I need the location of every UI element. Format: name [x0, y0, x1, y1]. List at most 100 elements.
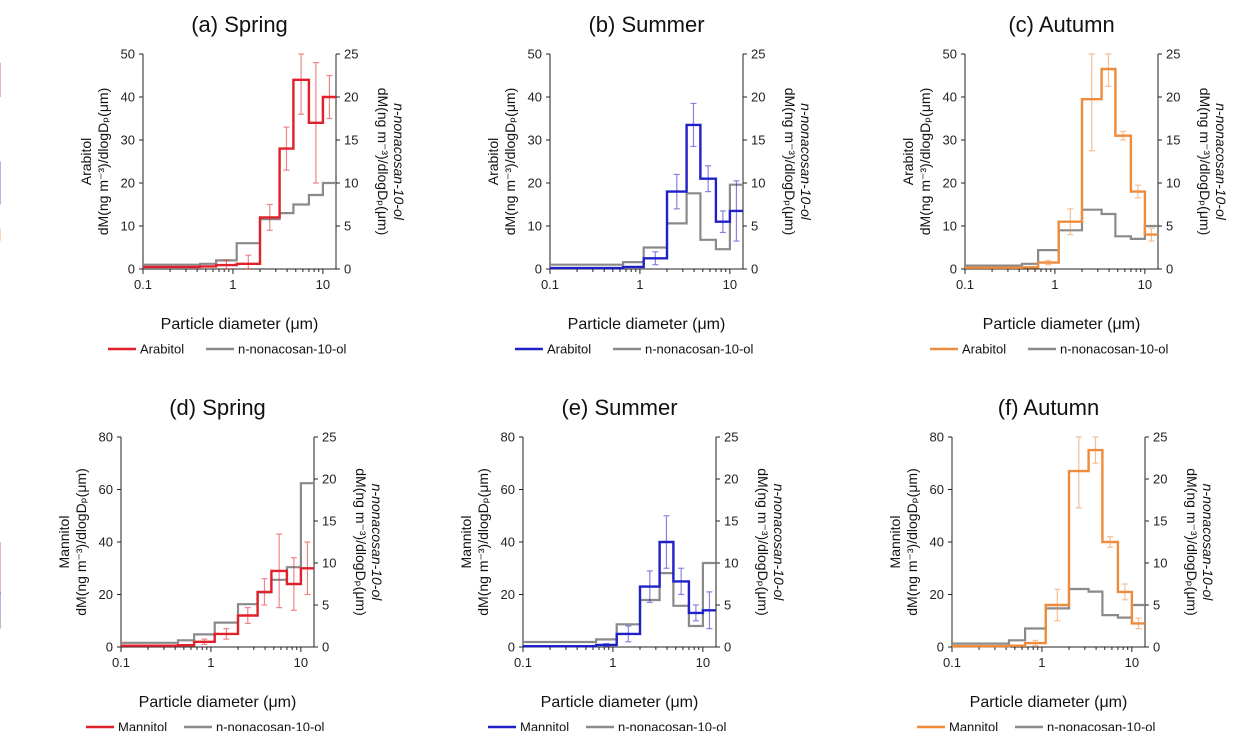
- chart-title: (e) Summer: [561, 395, 677, 420]
- y2-tick-label: 10: [1153, 556, 1167, 571]
- y-tick-label: 40: [943, 90, 957, 105]
- chart-panel-1: (a) Spring 0 10 20 30 40 50 0 5 10 15 20 25 0.1 1 10 Par…: [0, 12, 407, 357]
- y2-tick-label: 15: [751, 133, 765, 148]
- y-tick-label: 0: [106, 640, 113, 655]
- error-bar: [304, 541, 311, 596]
- chart-title: (c) Autumn: [1008, 12, 1114, 37]
- error-bar: [1054, 588, 1061, 622]
- y2-tick-label: 15: [724, 514, 738, 529]
- y-tick-label: 60: [99, 482, 113, 497]
- y2-axis-label-main: n-nonacosan-10-ol: [771, 484, 787, 602]
- y2-tick-label: 0: [1153, 640, 1160, 655]
- x-tick-label: 10: [696, 655, 710, 670]
- series-line-arabitol: [143, 78, 336, 269]
- y-axis-label-main: Mannitol: [458, 516, 474, 569]
- y2-tick-label: 10: [344, 176, 358, 191]
- y-axis-label-main: Arabitol: [485, 138, 501, 185]
- series-line-nonacosanol: [121, 482, 314, 644]
- chart-title: (a) Spring: [191, 12, 288, 37]
- error-bar: [678, 567, 685, 596]
- series-line-nonacosanol: [550, 183, 743, 266]
- y2-tick-label: 5: [1153, 598, 1160, 613]
- error-bar: [326, 74, 333, 120]
- y-tick-label: 80: [930, 430, 944, 445]
- y-tick-label: 40: [501, 535, 515, 550]
- y-tick-label: 0: [937, 640, 944, 655]
- chart-title: (f) Autumn: [998, 395, 1099, 420]
- y2-tick-label: 20: [322, 472, 336, 487]
- x-tick-label: 1: [207, 655, 214, 670]
- x-tick-label: 1: [609, 655, 616, 670]
- y-tick-label: 20: [943, 176, 957, 191]
- x-tick-label: 1: [1038, 655, 1045, 670]
- x-tick-label: 10: [316, 277, 330, 292]
- error-bar: [244, 607, 251, 624]
- y2-tick-label: 25: [1166, 47, 1180, 62]
- error-bar: [1088, 53, 1095, 152]
- error-bar: [625, 625, 632, 643]
- legend-label: n-nonacosan-10-ol: [1047, 720, 1156, 731]
- legend: Arabitol n-nonacosan-10-ol: [515, 342, 754, 357]
- error-bar: [312, 61, 319, 184]
- error-bar: [1105, 53, 1112, 87]
- legend-label: Arabitol: [140, 342, 184, 357]
- y-tick-label: 50: [528, 47, 542, 62]
- y2-axis-label-unit: dM(ng m⁻³)/dlogDₚ(μm): [353, 468, 369, 615]
- y-axis-label-unit: dM(ng m⁻³)/dlogDₚ(μm): [73, 468, 89, 615]
- error-bar: [1092, 436, 1099, 464]
- y-tick-label: 60: [501, 482, 515, 497]
- error-bar: [223, 628, 230, 640]
- y2-axis-label-unit: dM(ng m⁻³)/dlogDₚ(μm): [755, 468, 771, 615]
- error-bar: [705, 165, 712, 193]
- error-bar: [290, 557, 297, 611]
- series-line-nonacosanol: [523, 561, 716, 644]
- error-bar: [298, 53, 305, 115]
- x-tick-label: 1: [229, 277, 236, 292]
- error-bar: [1148, 227, 1155, 242]
- x-tick-label: 1: [636, 277, 643, 292]
- error-bar: [1135, 617, 1142, 630]
- x-tick-label: 1: [1051, 277, 1058, 292]
- y2-axis-label-unit: dM(ng m⁻³)/dlogDₚ(μm): [782, 88, 798, 235]
- y2-axis-label-unit: dM(ng m⁻³)/dlogDₚ(μm): [375, 88, 391, 235]
- x-tick-label: 10: [1138, 277, 1152, 292]
- y2-tick-label: 25: [751, 47, 765, 62]
- error-bar: [706, 591, 713, 630]
- legend: Mannitol n-nonacosan-10-ol: [917, 720, 1156, 731]
- y-tick-label: 40: [121, 90, 135, 105]
- series-line-arabitol: [550, 123, 743, 270]
- y-tick-label: 20: [121, 176, 135, 191]
- x-axis-label: Particle diameter (μm): [139, 694, 297, 711]
- error-bar: [276, 533, 283, 609]
- x-tick-label: 10: [723, 277, 737, 292]
- y-tick-label: 0: [128, 262, 135, 277]
- error-bar: [663, 515, 670, 569]
- error-bar: [283, 126, 290, 171]
- y2-tick-label: 10: [322, 556, 336, 571]
- y2-tick-label: 25: [322, 430, 336, 445]
- error-bar: [266, 203, 273, 231]
- y-tick-label: 30: [943, 133, 957, 148]
- error-bar: [673, 173, 680, 210]
- x-tick-label: 0.1: [134, 277, 152, 292]
- x-axis-label: Particle diameter (μm): [970, 694, 1128, 711]
- error-bar: [1032, 639, 1039, 647]
- error-bar: [1121, 583, 1128, 601]
- y2-tick-label: 20: [1153, 472, 1167, 487]
- series-line-arabitol: [965, 67, 1158, 269]
- chart-title: (d) Spring: [169, 395, 266, 420]
- error-bar: [652, 251, 659, 266]
- legend-label: n-nonacosan-10-ol: [216, 720, 325, 731]
- x-tick-label: 0.1: [112, 655, 130, 670]
- y-tick-label: 60: [930, 482, 944, 497]
- error-bar: [733, 180, 740, 242]
- y-tick-label: 0: [535, 262, 542, 277]
- x-tick-label: 0.1: [514, 655, 532, 670]
- error-bar: [223, 259, 230, 270]
- y-tick-label: 40: [930, 535, 944, 550]
